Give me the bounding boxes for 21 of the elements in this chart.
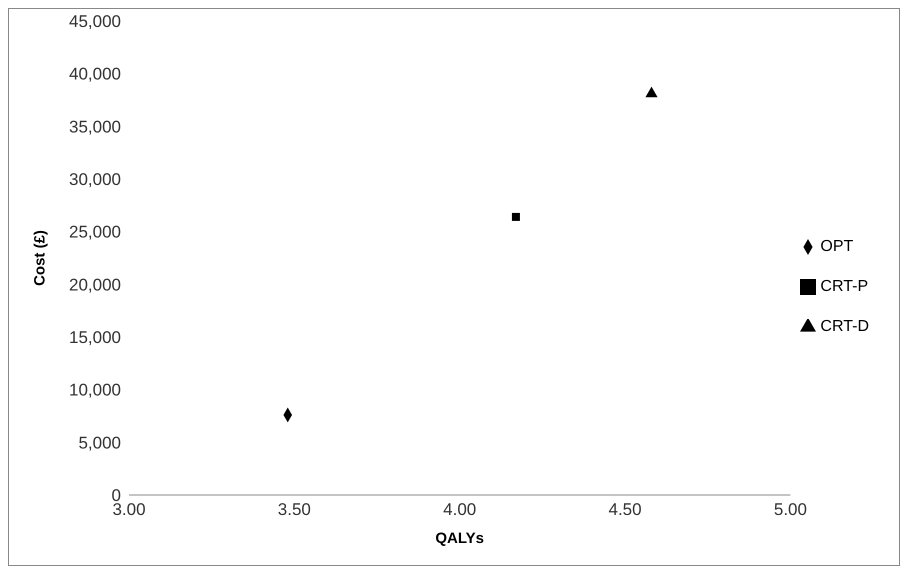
y-tick-label: 35,000 [69,117,121,136]
legend-label: CRT-P [820,278,868,295]
x-axis-title: QALYs [435,530,484,547]
y-tick-label: 40,000 [69,64,121,84]
y-tick-label: 10,000 [69,380,121,400]
x-tick-label: 3.00 [112,500,146,520]
legend-label: OPT [820,238,854,255]
point [512,212,520,221]
y-tick-label: 15,000 [69,328,121,348]
y-tick-label: 20,000 [69,275,121,294]
y-tick-label: 5,000 [78,433,121,452]
x-tick-label: 4.50 [608,500,642,520]
y-tick-label: 25,000 [69,222,121,242]
legend-label: CRT-D [820,318,869,335]
x-tick-label: 4.00 [443,500,476,520]
point [645,86,658,98]
x-tick-label: 5.00 [774,500,807,520]
y-tick-label: 30,000 [69,170,121,190]
y-axis-title: Cost (£) [31,230,48,286]
x-tick-label: 3.50 [278,500,311,520]
y-tick-label: 45,000 [69,12,121,32]
